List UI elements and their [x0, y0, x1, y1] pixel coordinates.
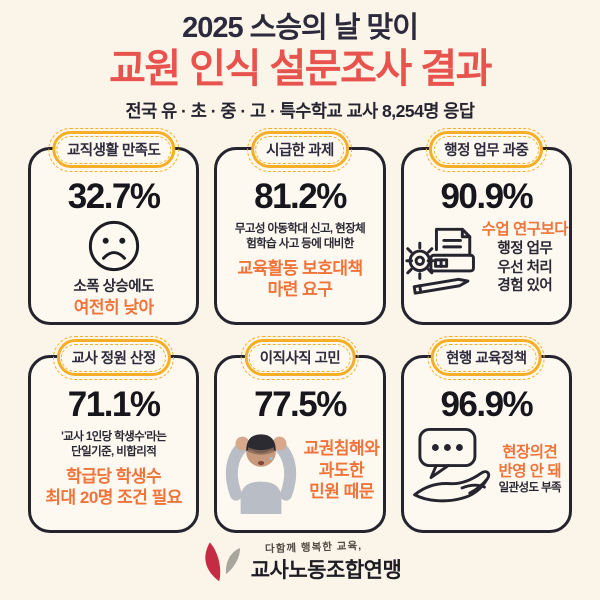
stat-value: 96.9% — [440, 385, 533, 425]
stat-note: 험학습 사고 등에 대비한 — [246, 238, 354, 251]
stat-highlight: 반영 안 돼 — [498, 462, 562, 480]
stat-value: 90.9% — [440, 177, 533, 217]
stat-value: 77.5% — [254, 385, 347, 425]
header: 2025 스승의 날 맞이 교원 인식 설문조사 결과 전국 유 · 초 · 중… — [0, 0, 600, 123]
card-resignation: 이직사직 고민 77.5% — [214, 335, 386, 534]
stat-value: 71.1% — [67, 385, 161, 425]
card-education-policy: 현행 교육정책 96.9% 현장의견 — [400, 335, 572, 534]
stat-highlight: 학급당 학생수 — [66, 467, 162, 487]
card-job-satisfaction: 교직생활 만족도 32.7% 소폭 상승에도 여전히 낮아 — [28, 127, 200, 326]
stressed-person-icon — [221, 426, 301, 515]
badge-label: 이직사직 고민 — [259, 351, 341, 368]
stat-highlight: 과도한 — [318, 460, 365, 480]
hand-speech-bubble-icon — [411, 426, 495, 512]
footer: 다함께 행복한 교육, 교사노동조합연맹 — [0, 539, 600, 584]
badge-label: 행정 업무 과중 — [444, 143, 529, 160]
stat-note: 일관성도 부족 — [498, 482, 562, 495]
stat-highlight: 교육활동 보호대책 — [237, 259, 363, 279]
card-urgent-task: 시급한 과제 81.2% 무고성 아동학대 신고, 현장체 험학습 사고 등에 … — [214, 127, 386, 326]
badge-label: 시급한 과제 — [266, 143, 334, 160]
stat-note: 행정 업무 — [497, 240, 553, 257]
badge-education-policy: 현행 교육정책 — [427, 335, 545, 380]
stat-highlight: 여전히 낮아 — [73, 298, 154, 318]
header-eyebrow: 2025 스승의 날 맞이 — [182, 12, 419, 44]
badge-label: 교직생활 만족도 — [66, 143, 161, 160]
badge-admin-overload: 행정 업무 과중 — [425, 127, 547, 172]
card-teacher-quota: 교사 정원 산정 71.1% '교사 1인당 학생수'라는 단일기준, 비합리적… — [28, 335, 200, 534]
page-title: 교원 인식 설문조사 결과 — [109, 47, 492, 92]
badge-urgent-task: 시급한 과제 — [247, 127, 353, 172]
stat-highlight: 민원 때문 — [309, 481, 374, 501]
badge-teacher-quota: 교사 정원 산정 — [53, 335, 175, 380]
stat-value: 81.2% — [254, 177, 347, 217]
stat-note: 경험 있어 — [497, 278, 553, 295]
stat-highlight: 교권침해와 — [303, 439, 380, 459]
stat-note: '교사 1인당 학생수'라는 — [61, 431, 167, 444]
stat-highlight: 최대 20명 조건 필요 — [45, 488, 182, 508]
gear-documents-pencil-icon — [404, 218, 479, 298]
stat-highlight: 수업 연구보다 — [481, 221, 569, 239]
badge-job-satisfaction: 교직생활 만족도 — [48, 127, 180, 172]
sad-face-icon — [31, 218, 196, 274]
card-admin-overload: 행정 업무 과중 90.9% — [400, 127, 572, 326]
stat-note: 무고성 아동학대 신고, 현장체 — [234, 223, 366, 236]
stat-value: 32.7% — [67, 177, 161, 217]
stat-highlight: 현장의견 — [502, 443, 558, 461]
stat-highlight: 마련 요구 — [267, 280, 333, 300]
stat-note: 소폭 상승에도 — [73, 279, 154, 296]
badge-label: 현행 교육정책 — [446, 351, 527, 368]
stat-note: 우선 처리 — [497, 259, 553, 276]
union-logo-leaves-icon — [199, 541, 245, 583]
badge-resignation: 이직사직 고민 — [241, 335, 359, 380]
stat-note: 단일기준, 비합리적 — [71, 446, 157, 459]
stats-grid: 교직생활 만족도 32.7% 소폭 상승에도 여전히 낮아 시급한 과제 81.… — [0, 123, 600, 534]
badge-label: 교사 정원 산정 — [71, 351, 157, 368]
respondents-subtitle: 전국 유 · 초 · 중 · 고 · 특수학교 교사 8,254명 응답 — [125, 101, 475, 122]
organization-name: 교사노동조합연맹 — [250, 559, 402, 583]
